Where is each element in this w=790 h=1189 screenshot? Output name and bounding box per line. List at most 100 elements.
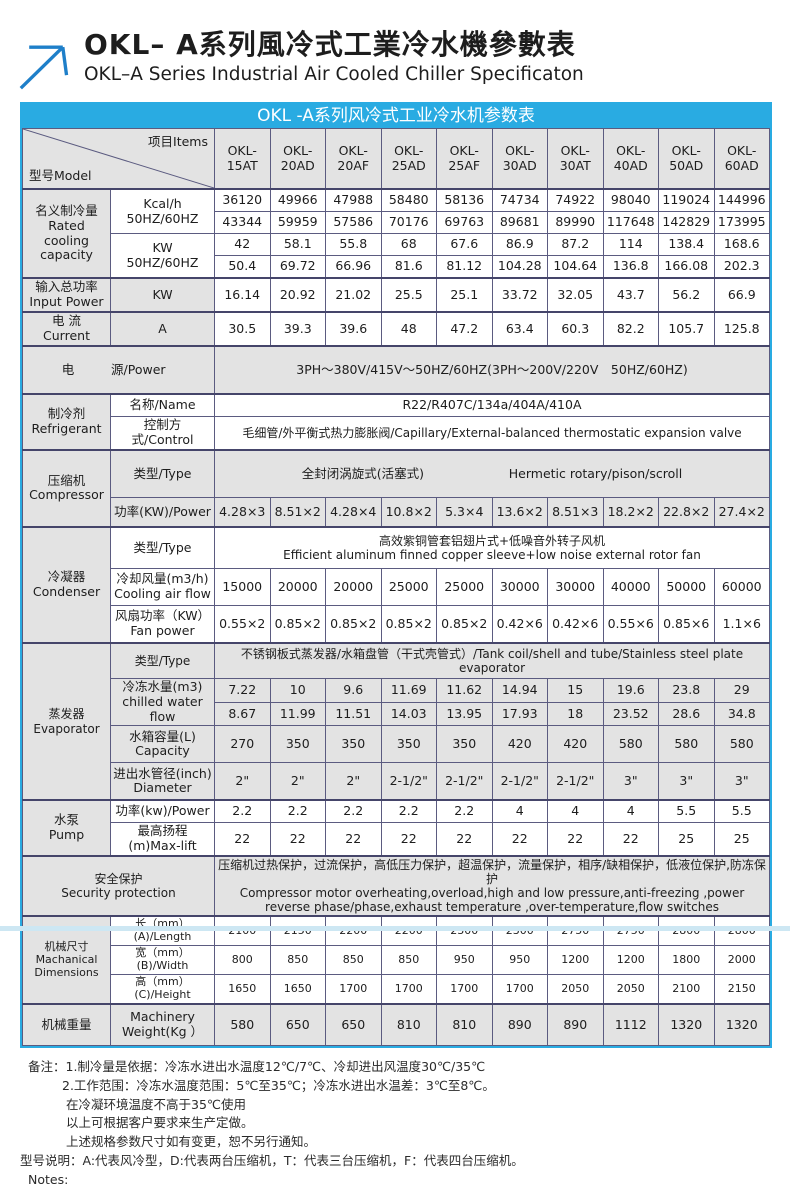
value-cell: 105.7 <box>658 311 715 347</box>
value-cell: 22 <box>380 822 437 857</box>
model-header: OKL- 25AF <box>436 128 493 190</box>
value-cell: 66.9 <box>713 277 770 313</box>
value-cell: 47988 <box>325 188 382 212</box>
row-models: 型号Model 项目Items OKL- 15AT OKL- 20AD OKL-… <box>22 128 770 190</box>
row-pipe-diameter: 进出水管径(inch) Diameter 2" 2" 2" 2-1/2" 2-1… <box>23 762 770 801</box>
row-pump-power: 水泵 Pump 功率(kw)/Power 2.2 2.2 2.2 2.2 2.2… <box>22 799 770 857</box>
value-cell: 0.55×2 <box>214 605 271 644</box>
value-cell: 59959 <box>269 211 326 234</box>
value-cell: 2.2 <box>214 799 271 824</box>
value-cell: 350 <box>269 725 326 764</box>
value-cell: 2050 <box>547 974 604 1005</box>
bottom-accent-bar <box>0 926 790 931</box>
value-cell: 7.22 <box>214 678 271 703</box>
value-cell: 69.72 <box>269 255 326 279</box>
value-cell: 87.2 <box>547 233 604 256</box>
value-cell: 136.8 <box>602 255 659 279</box>
value-cell: 950 <box>436 945 493 976</box>
compressor-type-en: Hermetic rotary/pison/scroll <box>508 465 683 481</box>
value-cell: 138.4 <box>658 233 715 256</box>
row-kcal-60hz: 43344 59959 57586 70176 69763 89681 8999… <box>23 211 770 234</box>
value-cell: 0.42×6 <box>547 605 604 644</box>
value-cell: 14.94 <box>491 678 548 703</box>
value-cell: 58480 <box>380 188 437 212</box>
note-line: 2.工作范围：冷冻水温度范围：5℃至35℃；冷冻水进出水温差：3℃至8℃。 <box>62 1077 495 1093</box>
value-cell: 11.69 <box>380 678 437 703</box>
value-cell: 2750 <box>602 915 659 947</box>
value-cell: 14.03 <box>380 701 437 727</box>
power-supply-value: 3PH～380V/415V～50HZ/60HZ(3PH～200V/220V 50… <box>214 344 770 395</box>
value-cell: 3" <box>602 762 659 801</box>
value-cell: 34.8 <box>713 701 770 727</box>
label-security: 安全保护 Security protection <box>22 854 215 917</box>
note-line: 备注：1.制冷量是依据：冷冻水进出水温度12℃/7℃、冷却进出风温度30℃/35… <box>28 1059 486 1075</box>
value-cell: 11.62 <box>436 678 493 703</box>
value-cell: 420 <box>547 725 604 764</box>
label-input-power: 输入总功率 Input Power <box>22 277 111 313</box>
label-evaporator: 蒸发器 Evaporator <box>22 641 111 801</box>
label-tank-capacity: 水箱容量(L) Capacity <box>110 725 215 764</box>
value-cell: 5.5 <box>713 799 770 824</box>
row-compressor-type: 压缩机 Compressor 类型/Type 全封闭涡旋式(活塞式) Herme… <box>22 448 770 528</box>
value-cell: 8.67 <box>214 701 271 727</box>
value-cell: 2-1/2" <box>380 762 437 801</box>
value-cell: 22 <box>491 822 548 857</box>
model-header: OKL- 60AD <box>713 128 770 190</box>
value-cell: 98040 <box>602 188 659 212</box>
model-header: OKL- 30AT <box>547 128 604 190</box>
value-cell: 350 <box>436 725 493 764</box>
value-cell: 25 <box>658 822 715 857</box>
value-cell: 25000 <box>436 568 493 606</box>
label-pump: 水泵 Pump <box>22 799 111 857</box>
value-cell: 810 <box>436 1003 493 1047</box>
value-cell: 10.8×2 <box>380 497 437 528</box>
value-cell: 2-1/2" <box>491 762 548 801</box>
arrow-icon <box>18 34 74 92</box>
row-kw-50hz: KW 50HZ/60HZ 42 58.1 55.8 68 67.6 86.9 8… <box>23 233 770 279</box>
value-cell: 144996 <box>713 188 770 212</box>
spec-table: 型号Model 项目Items OKL- 15AT OKL- 20AD OKL-… <box>22 128 770 1047</box>
value-cell: 2.2 <box>269 799 326 824</box>
value-cell: 950 <box>491 945 548 976</box>
label-fan-power: 风扇功率（KW） Fan power <box>110 605 215 644</box>
value-cell: 20000 <box>269 568 326 606</box>
row-refrigerant-name: 制冷剂 Refrigerant 名称/Name R22/R407C/134a/4… <box>22 393 770 451</box>
value-cell: 22 <box>269 822 326 857</box>
model-header: OKL- 30AD <box>491 128 548 190</box>
value-cell: 1320 <box>658 1003 715 1047</box>
value-cell: 2100 <box>214 915 271 947</box>
label-refrigerant: 制冷剂 Refrigerant <box>22 393 111 451</box>
value-cell: 850 <box>380 945 437 976</box>
control-value: 毛细管/外平衡式热力膨胀阀/Capillary/External-balance… <box>214 416 770 451</box>
value-cell: 42 <box>214 233 271 256</box>
value-cell: 32.05 <box>547 277 604 313</box>
value-cell: 81.12 <box>436 255 493 279</box>
page-title-en: OKL–A Series Industrial Air Cooled Chill… <box>84 63 584 85</box>
value-cell: 0.85×2 <box>436 605 493 644</box>
value-cell: 25 <box>713 822 770 857</box>
value-cell: 18 <box>547 701 604 727</box>
table-title: OKL -A系列风冷式工业冷水机参数表 <box>22 104 770 128</box>
value-cell: 25.5 <box>380 277 437 313</box>
value-cell: 13.95 <box>436 701 493 727</box>
note-line-model-legend: 型号说明：A:代表风冷型，D:代表两台压缩机，T：代表三台压缩机，F：代表四台压… <box>20 1152 524 1168</box>
row-fan-power: 风扇功率（KW） Fan power 0.55×2 0.85×2 0.85×2 … <box>23 605 770 644</box>
value-cell: 117648 <box>602 211 659 234</box>
value-cell: 104.28 <box>491 255 548 279</box>
label-current: 电 流 Current <box>22 311 111 347</box>
security-value: 压缩机过热保护，过流保护，高低压力保护，超温保护，流量保护，相序/缺相保护，低液… <box>214 854 770 917</box>
value-cell: 58.1 <box>269 233 326 256</box>
value-cell: 1200 <box>547 945 604 976</box>
value-cell: 23.8 <box>658 678 715 703</box>
row-refrigerant-control: 控制方式/Control 毛细管/外平衡式热力膨胀阀/Capillary/Ext… <box>23 416 770 451</box>
row-tank-capacity: 水箱容量(L) Capacity 270 350 350 350 350 420… <box>23 725 770 764</box>
row-chilled-water-50hz: 冷冻水量(m3) chilled water flow 7.22 10 9.6 … <box>23 677 770 727</box>
row-height: 高（mm）(C)/Height 1650 1650 1700 1700 1700… <box>23 974 770 1005</box>
value-cell: 28.6 <box>658 701 715 727</box>
note-line: 以上可根据客户要求来生产定做。 <box>66 1115 254 1131</box>
label-condenser: 冷凝器 Condenser <box>22 526 111 644</box>
value-cell: 2150 <box>269 915 326 947</box>
label-kcal-unit: Kcal/h 50HZ/60HZ <box>110 188 215 234</box>
value-cell: 15 <box>547 678 604 703</box>
value-cell: 2800 <box>713 915 770 947</box>
